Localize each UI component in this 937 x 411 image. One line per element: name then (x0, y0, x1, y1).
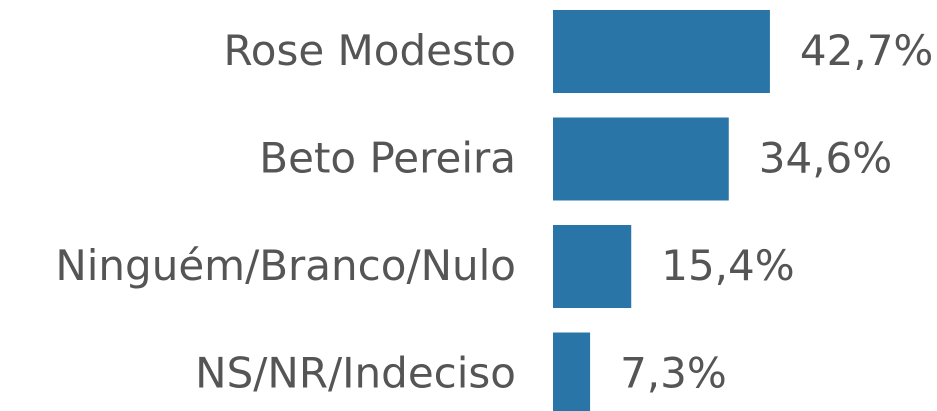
value-label: 7,3% (620, 349, 727, 398)
bar (553, 225, 632, 308)
bar (553, 332, 591, 411)
value-label: 42,7% (800, 26, 933, 75)
value-label: 15,4% (661, 241, 794, 290)
category-label: NS/NR/Indeciso (195, 349, 516, 398)
bar (553, 10, 770, 93)
bar (553, 117, 729, 201)
value-label: 34,6% (759, 134, 892, 183)
category-label: Beto Pereira (259, 134, 516, 183)
category-label: Rose Modesto (223, 26, 516, 75)
category-label: Ninguém/Branco/Nulo (55, 241, 516, 290)
